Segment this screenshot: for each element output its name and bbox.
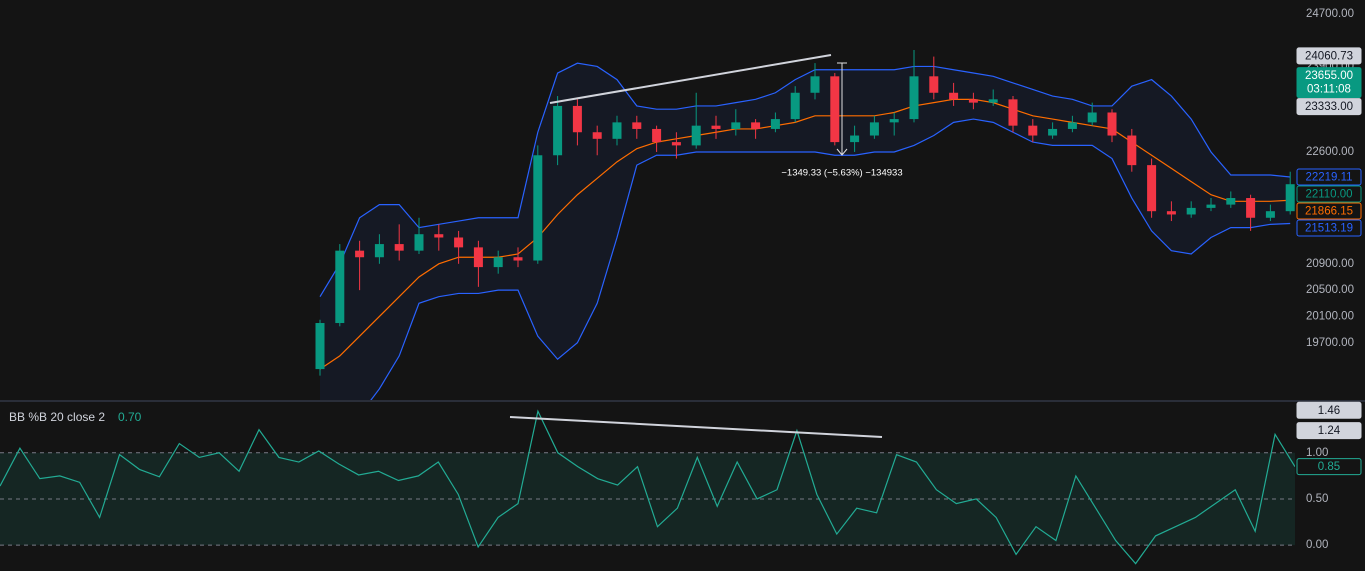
candle-body (968, 99, 978, 103)
measure-label: −1349.33 (−5.63%) −134933 (781, 168, 902, 179)
y-tick-label: 0.50 (1306, 493, 1328, 505)
band-fill (0, 452, 1295, 546)
band-fill (320, 63, 1291, 400)
candle-body (473, 247, 483, 268)
candle-body (592, 132, 602, 139)
indicator-title: BB %B 20 close 2 (9, 410, 105, 424)
axis: 24700.0023900.0022600.0020900.0020500.00… (1296, 8, 1362, 551)
candle-body (711, 125, 721, 129)
price-tag (1296, 422, 1362, 440)
price-pane (315, 50, 1295, 400)
trend-line (509, 416, 883, 438)
candle-body (414, 234, 424, 251)
candle-body (513, 257, 523, 261)
candle-body (850, 135, 860, 143)
candle-body (988, 99, 998, 103)
candle-body (691, 125, 701, 146)
price-tag-label: 21866.15 (1305, 206, 1353, 218)
candle-body (612, 122, 622, 139)
indicator-line (0, 409, 1295, 565)
y-tick-label: 20100.00 (1306, 310, 1354, 322)
price-tag-label: 1.24 (1318, 425, 1341, 437)
candle-body (374, 244, 384, 258)
candle-body (1265, 211, 1275, 218)
candle-body (1028, 125, 1038, 136)
candle-body (1067, 122, 1077, 129)
candle-body (790, 92, 800, 120)
candle-body (1206, 204, 1216, 208)
y-tick-label: 20900.00 (1306, 258, 1354, 270)
y-tick-label: 20500.00 (1306, 284, 1354, 296)
candle-body (1166, 211, 1176, 215)
y-tick-label: 24700.00 (1306, 8, 1354, 20)
candle-body (335, 250, 345, 324)
price-tag-label: 23333.00 (1305, 101, 1353, 113)
y-tick-label: 19700.00 (1306, 337, 1354, 349)
candle-body (1285, 184, 1295, 212)
price-tag-label: 1.46 (1318, 405, 1340, 417)
price-tag (1296, 185, 1362, 203)
candle-body (909, 76, 919, 120)
price-tag-label: 22219.11 (1305, 172, 1352, 184)
candle-body (652, 128, 662, 143)
candle-body (751, 122, 761, 129)
candle-body (434, 234, 444, 238)
price-tag-label: 24060.73 (1305, 50, 1353, 62)
candle-body (1127, 135, 1137, 166)
candle-body (394, 244, 404, 251)
candle-body (830, 76, 840, 143)
candle-body (454, 237, 464, 248)
candle-body (355, 250, 365, 258)
candle-body (949, 92, 959, 100)
candle-body (810, 76, 820, 93)
candle-body (493, 257, 503, 268)
candle-body (1107, 112, 1117, 136)
candle-body (533, 155, 543, 261)
price-tag (1296, 98, 1362, 116)
indicator-value: 0.70 (118, 410, 142, 424)
y-tick-label: 0.00 (1306, 539, 1328, 551)
y-tick-label: 22600.00 (1306, 146, 1354, 158)
trend-line (549, 54, 832, 104)
candle-body (1048, 128, 1058, 136)
candle-body (1147, 165, 1157, 212)
price-tag (1296, 168, 1362, 186)
price-tag (1296, 47, 1362, 65)
indicator-pane (0, 409, 1295, 565)
price-tag-countdown: 03:11:08 (1307, 84, 1351, 96)
price-tag (1296, 202, 1362, 220)
candle-body (632, 122, 642, 129)
band-upper (319, 62, 1291, 298)
candle-body (1087, 112, 1097, 123)
price-tag (1296, 401, 1362, 419)
candle-body (572, 105, 582, 133)
candle-body (553, 105, 563, 156)
price-tag-label: 23655.00 (1305, 70, 1353, 82)
price-tag-label: 0.85 (1318, 461, 1340, 473)
candle-body (1246, 198, 1256, 218)
candle-body (770, 119, 780, 129)
measure-arrow (836, 148, 848, 156)
candle-body (731, 122, 741, 129)
candle-body (1186, 207, 1196, 215)
candle-body (889, 119, 899, 123)
candle-body (929, 76, 939, 93)
price-tag (1296, 458, 1362, 476)
y-tick-label: 1.00 (1306, 447, 1328, 459)
price-tag-label: 21513.19 (1305, 223, 1353, 235)
price-tag (1296, 67, 1362, 99)
price-tag-label: 22110.00 (1305, 189, 1352, 201)
measure-tool: −1349.33 (−5.63%) −134933 (781, 62, 903, 179)
band-lower (370, 118, 1291, 400)
candle-body (671, 142, 681, 146)
candle-body (1226, 198, 1236, 205)
candle-body (869, 122, 879, 136)
candle-body (315, 323, 325, 370)
price-tag (1296, 219, 1362, 237)
candle-body (1008, 99, 1018, 126)
